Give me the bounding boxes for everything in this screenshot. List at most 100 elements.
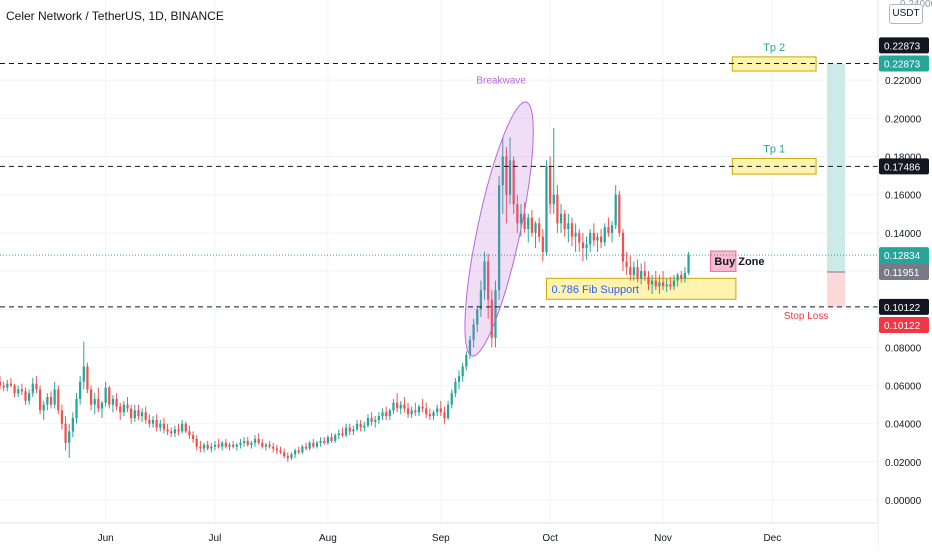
candle-body [297, 450, 300, 453]
tag-current-price: 0.12834 [884, 251, 921, 262]
candle-body [330, 437, 333, 441]
candle-body [548, 166, 552, 205]
candle-body [439, 408, 442, 413]
candle-body [60, 410, 64, 424]
candle-body [654, 280, 657, 287]
candle-body [516, 204, 519, 224]
candle-body [337, 433, 340, 436]
y-tick-label: 0.18000 [885, 153, 922, 164]
candle-body [436, 408, 439, 413]
candle-body [38, 389, 42, 411]
candle-body [683, 272, 687, 279]
tp2-label: Tp 2 [763, 42, 785, 54]
candle-body [410, 410, 413, 415]
candle-body [181, 423, 184, 432]
candle-body [126, 404, 129, 409]
candle-body [534, 223, 537, 233]
candle-body [173, 429, 177, 434]
candle-body [42, 404, 45, 411]
candle-body [581, 242, 585, 249]
currency-button[interactable]: USDT [889, 4, 923, 24]
fib-support-label: 0.786 Fib Support [551, 284, 638, 296]
chart-title: Celer Network / TetherUS, 1D, BINANCE [6, 9, 224, 23]
candle-body [293, 450, 297, 455]
candle-body [326, 437, 330, 443]
x-tick-label: Sep [432, 533, 450, 544]
buy-zone-label: Buy Zone [714, 256, 764, 268]
candle-body [221, 442, 224, 447]
candle-body [275, 448, 279, 451]
candle-body [334, 435, 337, 441]
candle-body [640, 271, 643, 279]
candle-body [381, 412, 384, 417]
candle-body [24, 391, 27, 401]
candle-body [232, 444, 235, 447]
x-tick-label: Oct [542, 533, 558, 544]
y-tick-label: 0.04000 [885, 420, 922, 431]
price-axis[interactable]: 0.000000.020000.040000.060000.080000.100… [877, 0, 932, 550]
tag-entry: 0.11951 [884, 268, 920, 279]
candle-body [119, 406, 122, 413]
candle-body [35, 383, 38, 390]
candle-body [2, 385, 5, 388]
candle-body [370, 418, 373, 422]
candle-body [261, 442, 264, 447]
tag-tp2-black-bg [879, 37, 929, 54]
candle-body [432, 412, 435, 417]
candle-body [377, 416, 381, 420]
tag-tp1-bg [879, 158, 929, 175]
candle-body [650, 280, 654, 285]
candle-body [479, 290, 483, 310]
candle-body [538, 223, 541, 237]
tag-entry-bg [879, 263, 929, 280]
tag-tp2-black: 0.22873 [884, 41, 921, 52]
candle-body [308, 442, 311, 449]
y-tick-label: 0.20000 [885, 114, 922, 125]
candle-body [159, 423, 162, 428]
candle-body [596, 236, 599, 241]
annotation-layer-front: Breakwave Tp 2 Tp 1 Buy Zone 0.786 Fib Suppo… [0, 42, 878, 357]
tag-stop-black-bg [879, 298, 929, 315]
candle-body [512, 160, 515, 205]
candle-body [57, 389, 60, 411]
candle-body [574, 232, 577, 237]
candle-body [450, 393, 453, 405]
candle-body [599, 236, 603, 243]
candle-body [151, 419, 155, 424]
y-tick-label: 0.16000 [885, 191, 922, 202]
candle-body [272, 446, 275, 449]
candle-body [166, 429, 169, 432]
candle-body [53, 389, 56, 405]
candle-body [31, 383, 34, 394]
candle-body [130, 408, 133, 419]
candle-body [177, 429, 180, 432]
y-tick-label: 0.08000 [885, 343, 922, 354]
candle-body [563, 213, 566, 230]
candle-body [253, 439, 257, 443]
candle-body [497, 185, 501, 291]
candle-body [443, 412, 446, 419]
time-axis[interactable]: Jun Jul Aug Sep Oct Nov Dec [0, 522, 878, 550]
candles [0, 127, 690, 462]
candle-body [665, 284, 668, 287]
candle-body [228, 444, 231, 447]
candle-body [643, 271, 646, 277]
candle-body [49, 397, 53, 405]
candle-body [490, 299, 493, 338]
candle-body [457, 376, 461, 382]
candle-body [79, 381, 82, 399]
candle-body [155, 419, 158, 428]
candle-body [621, 232, 625, 262]
candle-body [283, 452, 286, 457]
candle-body [610, 225, 614, 233]
candle-body [115, 398, 118, 407]
position-stop-area [826, 271, 846, 307]
candle-body [89, 389, 93, 405]
candle-body [632, 267, 636, 275]
y-tick-label: 0.00000 [885, 496, 922, 507]
candle-body [315, 442, 319, 447]
candle-body [162, 423, 166, 430]
tag-tp1: 0.17486 [884, 162, 921, 173]
